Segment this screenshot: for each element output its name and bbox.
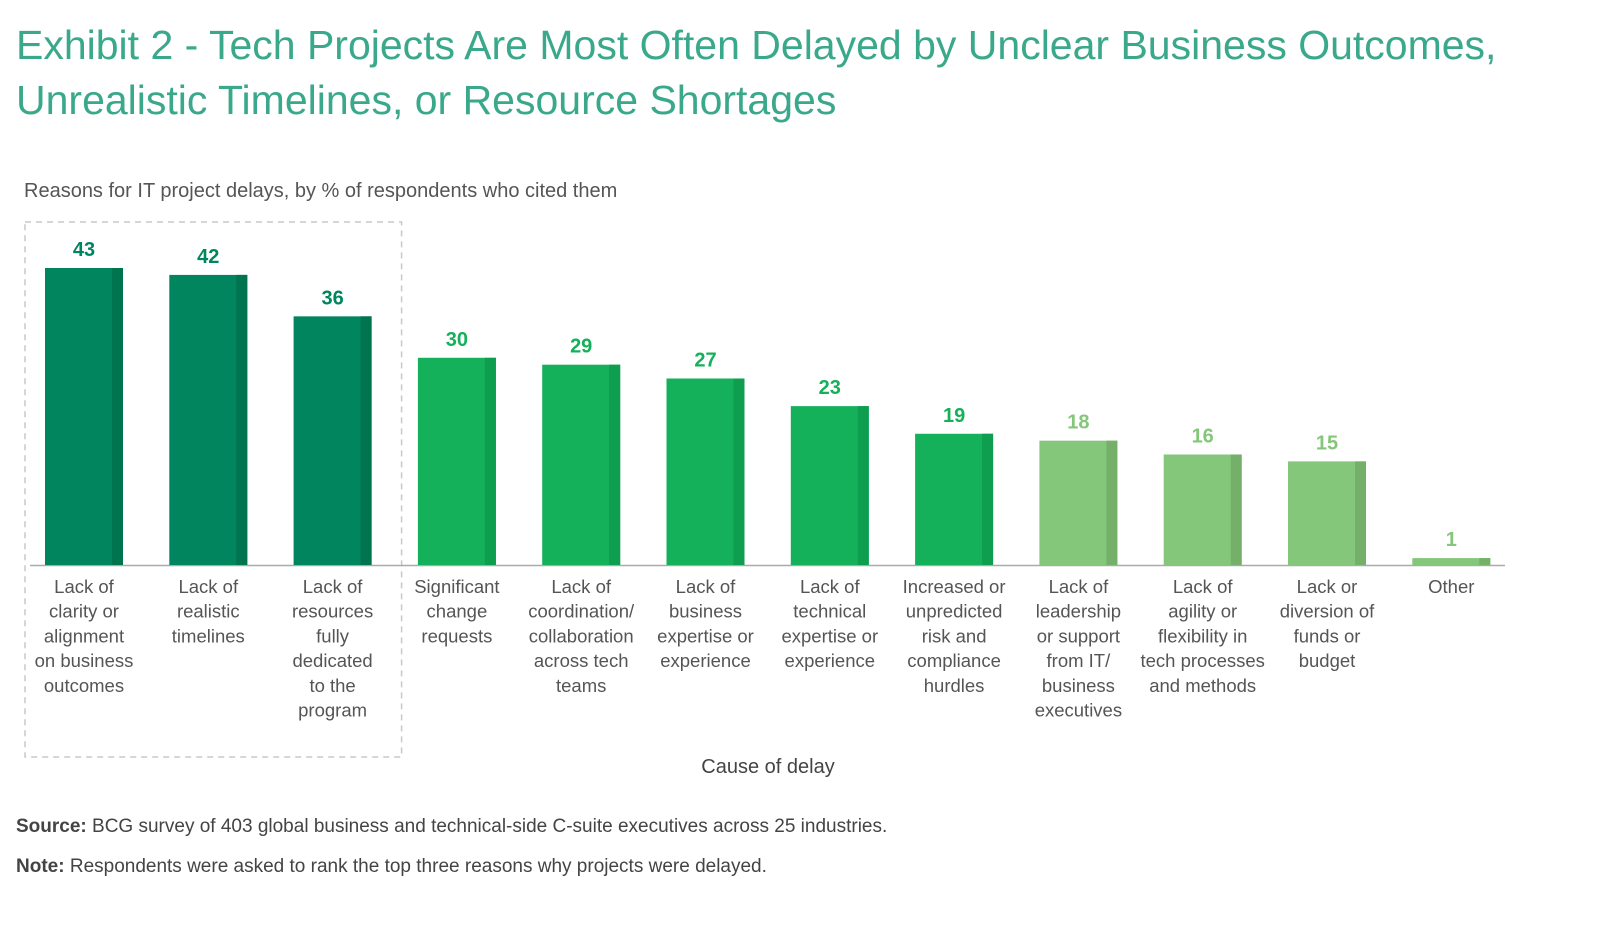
- bar: [169, 274, 248, 565]
- bar-chart: 43 Lack of clarity or alignment on business o…: [24, 221, 1505, 778]
- bar-shade: [360, 316, 372, 565]
- bar: [1039, 440, 1118, 565]
- bar: [542, 364, 621, 565]
- x-tick-label: Lack of resources fully dedicated to the prog…: [292, 576, 373, 721]
- data-label: 19: [943, 405, 965, 427]
- x-tick-label: Lack of technical expertise or experience: [781, 576, 878, 671]
- bar-shade: [1106, 440, 1118, 565]
- chart-subtitle: Reasons for IT project delays, by % of r…: [24, 180, 618, 202]
- data-label: 30: [446, 329, 468, 351]
- data-label: 36: [321, 287, 343, 309]
- x-tick-label: Lack of coordination/collaboration across …: [528, 576, 635, 696]
- data-label: 15: [1316, 432, 1338, 454]
- x-tick-label: Lack of clarity or alignment on business out…: [35, 576, 134, 696]
- x-tick-label: Significant change requests: [414, 576, 499, 646]
- bar-shade: [236, 274, 248, 565]
- bar: [1288, 461, 1366, 565]
- data-label: 1: [1446, 529, 1457, 551]
- x-tick-label: Other: [1428, 576, 1474, 597]
- bar-shade: [484, 357, 496, 565]
- bar: [1163, 454, 1242, 565]
- bar: [915, 433, 994, 565]
- bar-shade: [1230, 454, 1242, 565]
- bar: [790, 406, 869, 565]
- bar: [417, 357, 496, 565]
- x-tick-label: Lack of agility or flexibility in tech proc…: [1140, 576, 1264, 696]
- bar: [293, 316, 372, 565]
- highlight-group-box: [24, 221, 403, 758]
- data-label: 16: [1192, 425, 1214, 447]
- bar: [1412, 558, 1491, 565]
- note: Note: Respondents were asked to rank the…: [16, 856, 767, 878]
- source-label: Source:: [16, 816, 87, 837]
- data-label: 23: [819, 377, 841, 399]
- bar: [666, 378, 745, 565]
- bar-shade: [857, 406, 869, 565]
- source-note: Source: BCG survey of 403 global busines…: [16, 816, 887, 838]
- note-text: Respondents were asked to rank the top t…: [69, 856, 767, 877]
- data-label: 27: [694, 350, 716, 372]
- bar-shade: [733, 378, 745, 565]
- x-axis-title: Cause of delay: [701, 756, 834, 778]
- x-tick-label: Lack of leadership or support from IT/busin…: [1035, 576, 1122, 721]
- x-tick-label: Increased or unpredicted risk and complianc…: [903, 576, 1006, 696]
- data-label: 29: [570, 336, 592, 358]
- bar-shade: [1479, 558, 1491, 565]
- bar-shade: [609, 364, 621, 565]
- bar-shade: [112, 268, 123, 565]
- x-tick-label: Lack of realistic timelines: [172, 576, 245, 646]
- note-label: Note:: [16, 856, 65, 877]
- chart-title: Exhibit 2 - Tech Projects Are Most Often…: [16, 22, 1497, 123]
- source-text: BCG survey of 403 global business and te…: [92, 816, 888, 837]
- x-tick-label: Lack of business expertise or experience: [657, 576, 754, 671]
- bar-shade: [1355, 461, 1366, 565]
- x-tick-label: Lack or diversion of funds or budget: [1280, 576, 1375, 671]
- data-label: 18: [1067, 412, 1089, 434]
- bar-shade: [982, 433, 994, 565]
- data-label: 42: [197, 246, 219, 268]
- bar: [45, 268, 123, 565]
- data-label: 43: [73, 239, 95, 261]
